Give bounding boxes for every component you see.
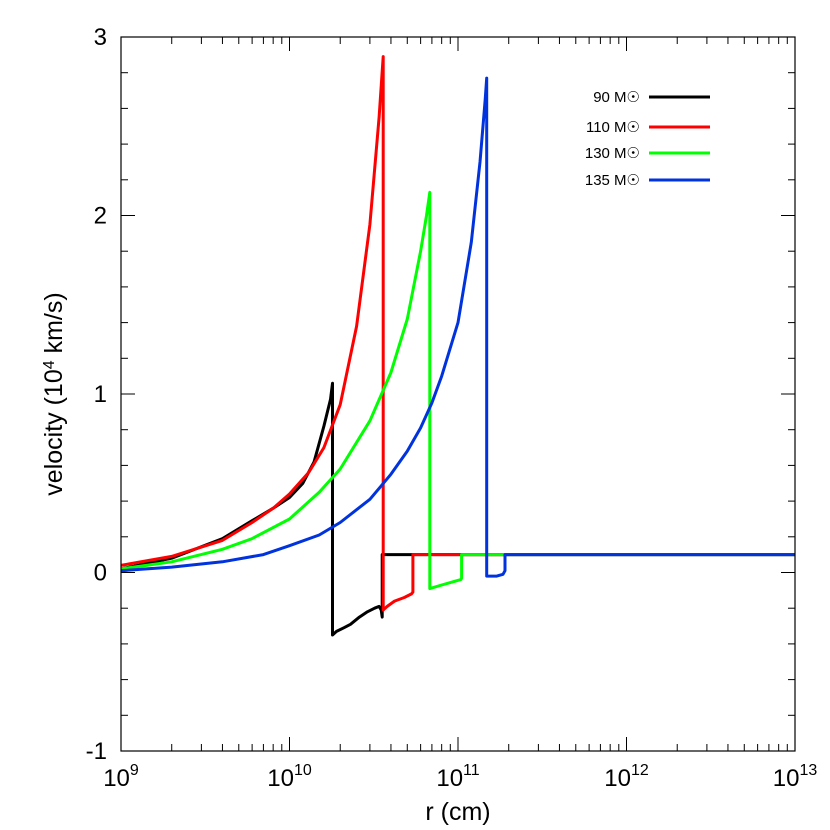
y-axis-title-suffix: km/s) [40,292,68,360]
axis-ticks [120,36,796,752]
series-line-1 [120,381,795,637]
series-line-4 [120,76,795,578]
legend-label: 90 M☉ [593,89,640,106]
x-tick-label-base: 10 [436,765,463,792]
x-tick-label-base: 10 [267,765,294,792]
series-line-2 [120,55,795,612]
x-tick-label-base: 10 [604,765,631,792]
x-tick-label-exp: 9 [130,762,139,779]
x-tick-label-exp: 12 [631,762,649,779]
y-tick-label: 3 [94,24,107,51]
x-tick-label-base: 10 [103,765,130,792]
x-tick-label: 109 [103,762,139,792]
x-tick-label: 1013 [773,762,818,792]
legend-label: 135 M☉ [585,172,640,189]
y-tick-label: 0 [94,560,107,587]
y-axis-title: velocity (104 km/s) [40,292,68,495]
x-tick-label-exp: 13 [799,762,817,779]
legend-label: 110 M☉ [586,119,640,136]
y-tick-label: -1 [86,738,107,765]
x-tick-label: 1011 [436,762,479,792]
series-line-3 [120,190,795,591]
y-tick-label: 1 [94,381,107,408]
plot-frame [120,36,796,752]
x-tick-label-base: 10 [773,765,800,792]
x-tick-label-exp: 11 [463,762,480,779]
x-tick-label: 1012 [604,762,649,792]
x-tick-label-exp: 10 [294,762,312,779]
y-axis-title-sup: 4 [41,360,58,369]
x-axis-title: r (cm) [425,798,490,826]
legend-label: 130 M☉ [585,145,640,162]
y-tick-label: 2 [94,203,107,230]
y-axis-title-prefix: velocity (10 [40,369,68,495]
x-tick-label: 1010 [267,762,312,792]
series-layer [120,55,795,637]
legend: 90 M☉ 110 M☉ 130 M☉ 135 M☉ [585,89,710,189]
